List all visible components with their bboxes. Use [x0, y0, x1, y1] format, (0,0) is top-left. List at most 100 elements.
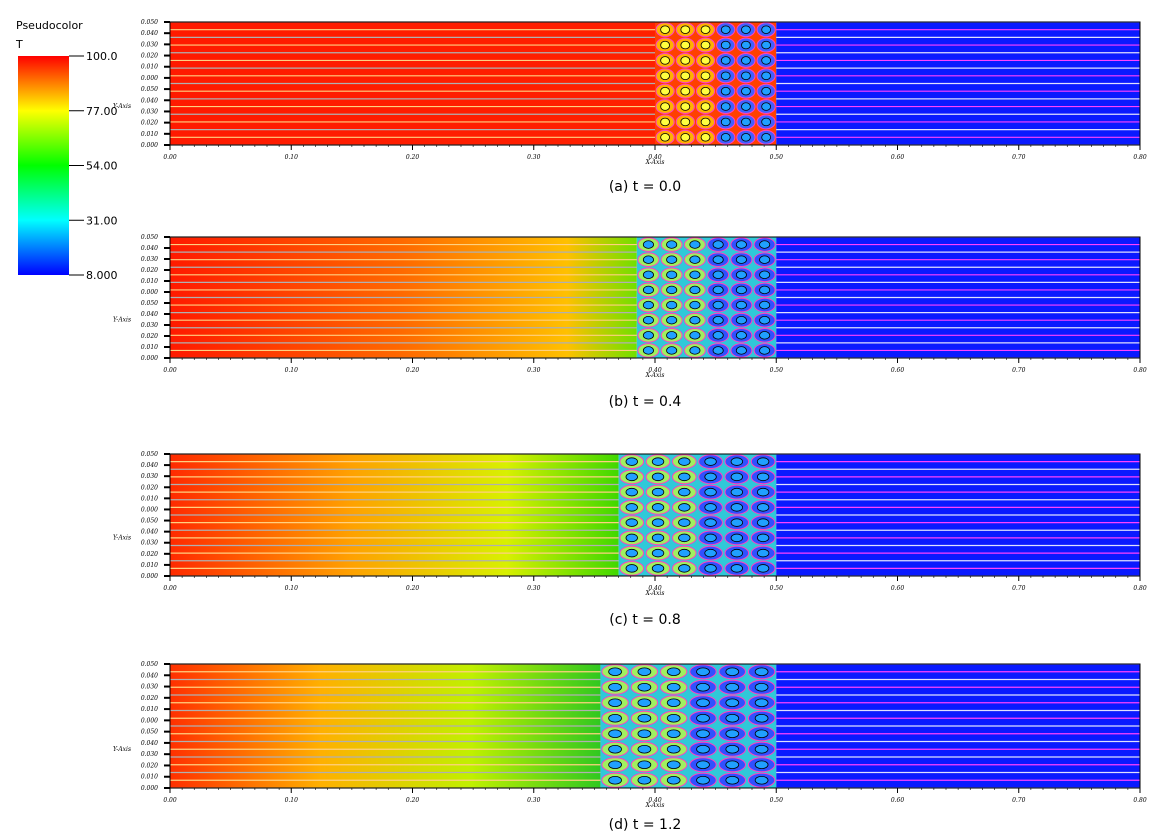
contour	[696, 729, 710, 739]
contour	[756, 518, 770, 527]
y-tick-label: 0.050	[141, 661, 158, 668]
y-tick-label: 0.020	[141, 695, 158, 702]
y-tick-label: 0.050	[141, 300, 158, 307]
x-tick-label: 0.00	[163, 154, 177, 161]
contour	[696, 775, 710, 785]
contour	[756, 564, 770, 573]
contour	[756, 503, 770, 512]
contour	[725, 775, 740, 785]
y-tick-label: 0.040	[141, 529, 158, 536]
contour	[700, 71, 711, 81]
contour	[730, 548, 744, 558]
x-tick-label: 0.50	[770, 154, 784, 161]
contour	[666, 240, 678, 249]
colorbar	[18, 56, 69, 275]
contour	[730, 472, 744, 482]
contour	[725, 698, 740, 708]
y-tick-label: 0.010	[141, 562, 158, 569]
y-tick-label: 0.030	[141, 684, 158, 691]
contour	[696, 713, 710, 723]
contour	[759, 300, 771, 310]
contour	[660, 56, 670, 65]
y-tick-label: 0.040	[141, 672, 158, 679]
y-tick-label: 0.010	[141, 495, 158, 502]
contour	[741, 133, 751, 142]
panel: 0.050 0.040 0.030 0.020 0.010 0.000 0.050 0.040…	[113, 661, 1147, 833]
contour	[637, 698, 652, 708]
contour	[759, 316, 771, 325]
contour	[720, 25, 731, 34]
contour	[704, 548, 717, 558]
x-tick-label: 0.70	[1012, 797, 1026, 804]
contour	[741, 71, 751, 81]
contour	[680, 117, 691, 127]
contour	[666, 316, 678, 325]
contour	[637, 775, 652, 785]
contour	[730, 503, 744, 512]
contour	[642, 316, 654, 325]
contour	[735, 346, 747, 355]
contour	[730, 487, 744, 497]
contour	[689, 300, 701, 310]
x-tick-label: 0.30	[527, 585, 541, 592]
contour	[680, 40, 691, 50]
contour	[725, 729, 740, 739]
panel: 0.050 0.040 0.030 0.020 0.010 0.000 0.050 0.040…	[113, 19, 1147, 195]
y-tick-label: 0.000	[141, 142, 158, 149]
contour	[761, 71, 771, 81]
contour	[625, 487, 638, 497]
contour	[608, 729, 622, 739]
contour	[754, 698, 769, 708]
contour	[678, 487, 691, 497]
contour	[608, 667, 622, 677]
contour	[754, 729, 769, 739]
contour	[608, 682, 622, 692]
contour	[625, 457, 638, 466]
mix-region	[655, 22, 777, 145]
contour	[680, 86, 691, 96]
y-tick-label: 0.020	[141, 551, 158, 558]
contour	[720, 117, 731, 127]
y-axis-label: Y-Axis	[113, 746, 131, 753]
contour	[730, 457, 744, 466]
contour	[666, 270, 678, 279]
x-tick-label: 0.50	[770, 367, 784, 374]
contour	[625, 472, 638, 482]
contour	[689, 316, 701, 325]
contour	[660, 86, 670, 96]
contour	[625, 533, 638, 543]
contour	[761, 86, 771, 96]
contour	[637, 667, 652, 677]
contour	[608, 713, 622, 723]
contour	[608, 760, 622, 770]
panel: 0.050 0.040 0.030 0.020 0.010 0.000 0.050 0.040…	[113, 451, 1147, 628]
contour	[704, 472, 717, 482]
contour	[712, 300, 724, 310]
x-tick-label: 0.30	[527, 367, 541, 374]
contour	[666, 744, 681, 754]
contour	[720, 40, 731, 50]
y-tick-label: 0.010	[141, 64, 158, 71]
contour	[712, 346, 724, 355]
x-axis-label: X-Axis	[645, 590, 665, 597]
y-tick-label: 0.020	[141, 53, 158, 60]
contour	[680, 56, 691, 65]
x-tick-label: 0.40	[648, 367, 662, 374]
contour	[689, 346, 701, 355]
colorbar-label: 77.00	[86, 105, 118, 118]
contour	[712, 285, 724, 295]
contour	[696, 744, 710, 754]
x-tick-label: 0.60	[891, 154, 905, 161]
x-tick-label: 0.80	[1133, 154, 1147, 161]
contour	[637, 713, 652, 723]
contour	[759, 240, 771, 249]
contour	[625, 564, 638, 573]
y-tick-label: 0.040	[141, 30, 158, 37]
x-axis-label: X-Axis	[645, 802, 665, 809]
y-tick-label: 0.050	[141, 234, 158, 241]
x-tick-label: 0.80	[1133, 585, 1147, 592]
contour	[720, 102, 731, 111]
contour	[696, 760, 710, 770]
contour	[689, 255, 701, 264]
colorbar-label: 100.0	[86, 50, 118, 63]
